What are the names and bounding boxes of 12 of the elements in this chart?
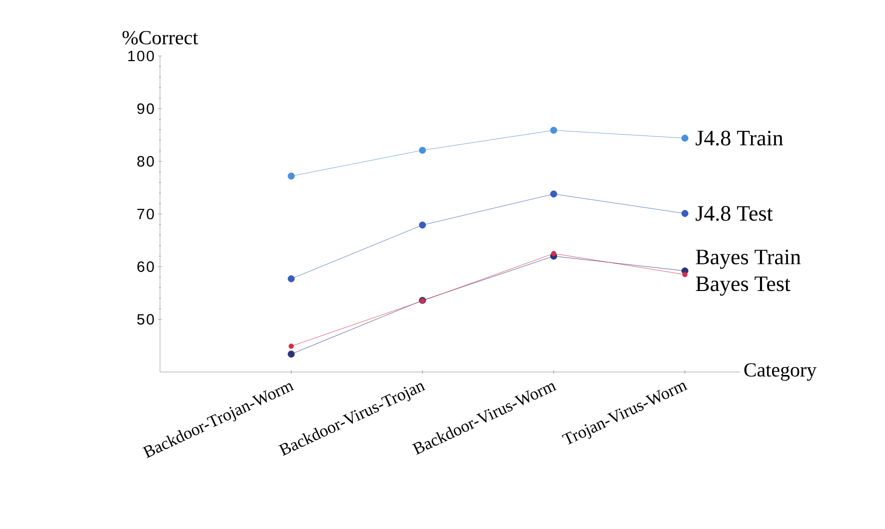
- series-label: J4.8 Train: [696, 130, 784, 146]
- x-axis-title: Category: [744, 363, 817, 381]
- y-tick-label: 80: [137, 156, 154, 167]
- series-label: J4.8 Test: [696, 206, 773, 221]
- y-tick-label: 50: [137, 314, 154, 325]
- y-tick-label: 60: [137, 261, 154, 272]
- y-axis-title: %Correct: [122, 30, 198, 44]
- y-tick-label: 100: [128, 50, 154, 62]
- y-tick-label: 70: [137, 208, 154, 220]
- y-tick-label: 90: [137, 103, 154, 114]
- series-label: Bayes Train: [696, 250, 801, 269]
- series-label: Bayes Test: [696, 276, 790, 296]
